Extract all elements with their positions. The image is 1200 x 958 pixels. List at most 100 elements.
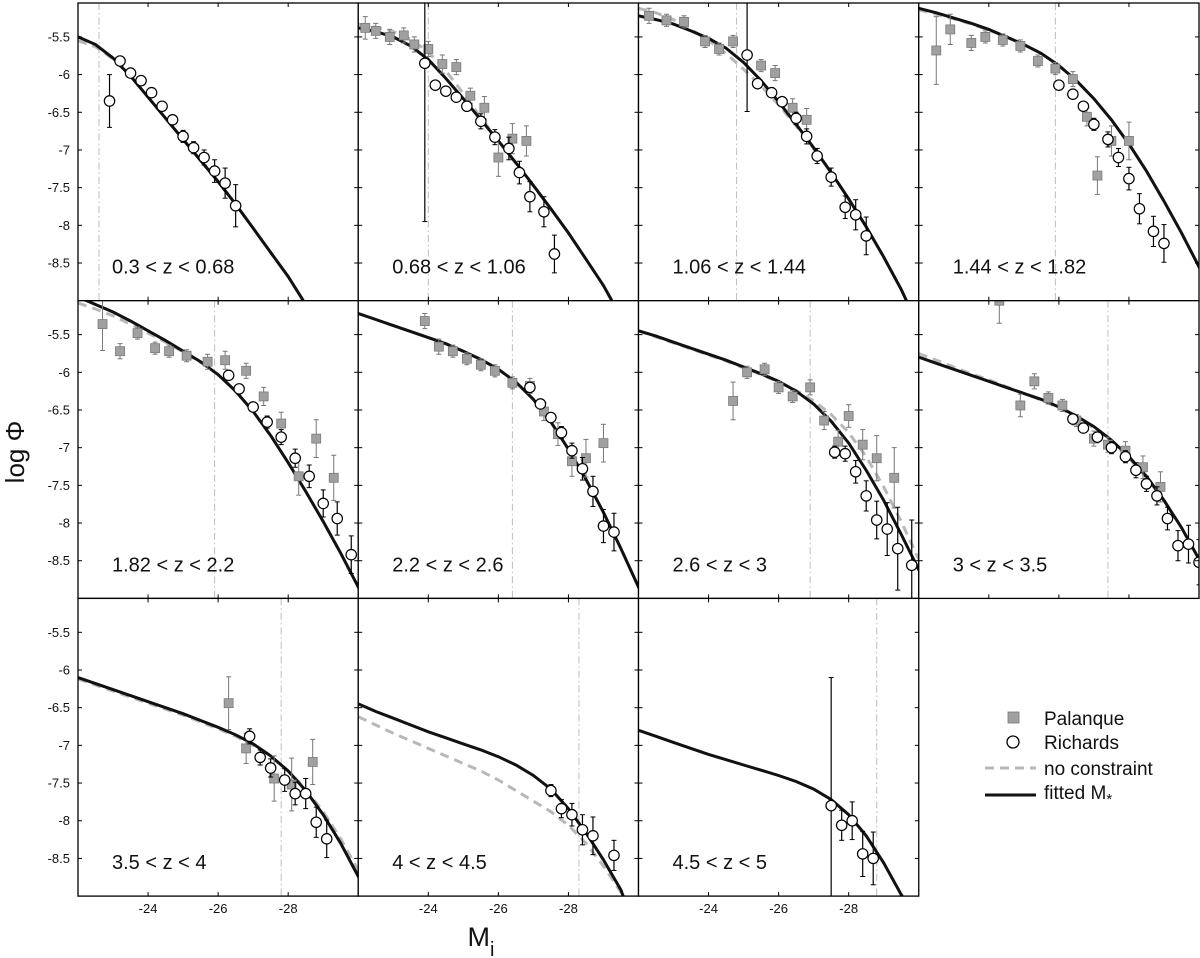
palanque-point	[756, 60, 767, 71]
richards-point	[317, 497, 330, 510]
palanque-point	[966, 38, 977, 48]
palanque-point	[728, 396, 738, 406]
palanque-point	[1057, 400, 1068, 411]
palanque-point	[819, 415, 830, 426]
richards-point	[846, 814, 858, 827]
fitted-curve	[358, 312, 639, 591]
richards-point	[849, 465, 862, 478]
richards-point	[275, 431, 287, 443]
palanque-point	[980, 32, 991, 42]
palanque-point	[423, 44, 434, 54]
no-constraint-curve	[918, 352, 1199, 563]
palanque-point	[759, 364, 770, 375]
panel-plot-area	[918, 300, 1199, 599]
palanque-point	[1050, 63, 1061, 74]
y-tick-label: -7.5	[48, 776, 70, 791]
richards-point	[811, 150, 823, 162]
richards-point	[475, 115, 487, 128]
y-tick-label: -5.5	[48, 29, 70, 44]
y-tick-label: -8	[58, 218, 70, 233]
richards-point	[825, 799, 837, 812]
richards-point	[261, 416, 273, 428]
richards-point	[825, 171, 837, 183]
richards-point	[860, 490, 873, 502]
palanque-point	[1082, 111, 1092, 122]
fitted-curve	[358, 26, 614, 301]
richards-point	[1130, 464, 1142, 477]
palanque-point	[700, 36, 710, 47]
richards-point	[114, 55, 126, 67]
panel-title: 2.6 < z < 3	[673, 554, 768, 576]
richards-point	[545, 411, 557, 424]
panel-title: 3 < z < 3.5	[953, 554, 1048, 576]
richards-point	[538, 205, 550, 218]
richards-point	[1077, 422, 1090, 434]
palanque-point	[202, 356, 213, 367]
palanque-point	[220, 355, 231, 366]
palanque-point	[507, 133, 518, 144]
y-tick-label: -6.5	[48, 105, 70, 120]
panel-11: 4.5 < z < 5	[637, 597, 920, 897]
palanque-point	[258, 391, 269, 402]
richards-point	[1053, 79, 1065, 91]
richards-point	[233, 383, 245, 395]
richards-point	[751, 77, 764, 90]
richards-point	[198, 151, 210, 164]
palanque-point	[1043, 393, 1054, 403]
richards-point	[856, 848, 869, 860]
palanque-point	[307, 757, 318, 767]
y-tick-label: -6	[58, 67, 70, 82]
richards-point	[145, 86, 158, 99]
panel-background	[78, 3, 359, 301]
fitted-curve	[638, 329, 919, 574]
panel-background	[638, 300, 919, 599]
y-tick-label: -5.5	[48, 625, 70, 640]
panel-frame	[637, 597, 920, 897]
richards-point	[1119, 450, 1132, 463]
palanque-point	[241, 743, 252, 754]
richards-point	[320, 833, 333, 845]
richards-point	[555, 802, 568, 815]
richards-point	[534, 398, 547, 410]
richards-point	[124, 67, 137, 79]
fitted-curve	[358, 702, 625, 897]
richards-point	[156, 100, 168, 113]
palanque-point	[1092, 170, 1103, 181]
x-tick-label: -28	[839, 901, 858, 916]
panel-title: 1.82 < z < 2.2	[112, 554, 234, 576]
richards-point	[1158, 237, 1170, 250]
panel-title: 0.3 < z < 0.68	[112, 257, 234, 279]
y-tick-label: -6	[58, 365, 70, 380]
panel-6: 2.2 < z < 2.6	[357, 300, 640, 600]
y-tick-label: -5.5	[48, 327, 70, 342]
richards-point	[587, 830, 599, 842]
richards-point	[765, 86, 778, 99]
richards-point	[1088, 118, 1100, 131]
richards-point	[1172, 539, 1184, 552]
palanque-point	[311, 433, 322, 444]
palanque-point	[1029, 376, 1040, 387]
palanque-point	[115, 346, 125, 357]
palanque-point	[419, 316, 430, 326]
palanque-point	[805, 382, 816, 393]
richards-point	[828, 446, 841, 458]
legend-richards-marker	[1006, 735, 1020, 749]
richards-point	[299, 787, 312, 800]
palanque-point	[479, 102, 490, 113]
palanque-point	[461, 353, 472, 364]
panel-plot-area	[358, 3, 614, 301]
panel-plot-area	[918, 3, 1199, 301]
richards-point	[566, 444, 578, 457]
richards-point	[839, 447, 851, 460]
x-tick-label: -24	[699, 901, 718, 916]
palanque-point	[328, 472, 339, 483]
palanque-point	[598, 438, 609, 449]
richards-point	[587, 485, 599, 498]
y-tick-label: -7	[58, 738, 70, 753]
legend: Palanque Richards no constraint fitted M…	[985, 709, 1154, 808]
richards-point	[1067, 413, 1079, 425]
y-axis-label: log Φ	[0, 421, 30, 484]
richards-point	[597, 520, 610, 532]
palanque-point	[150, 343, 160, 354]
fitted-curve	[78, 676, 359, 881]
